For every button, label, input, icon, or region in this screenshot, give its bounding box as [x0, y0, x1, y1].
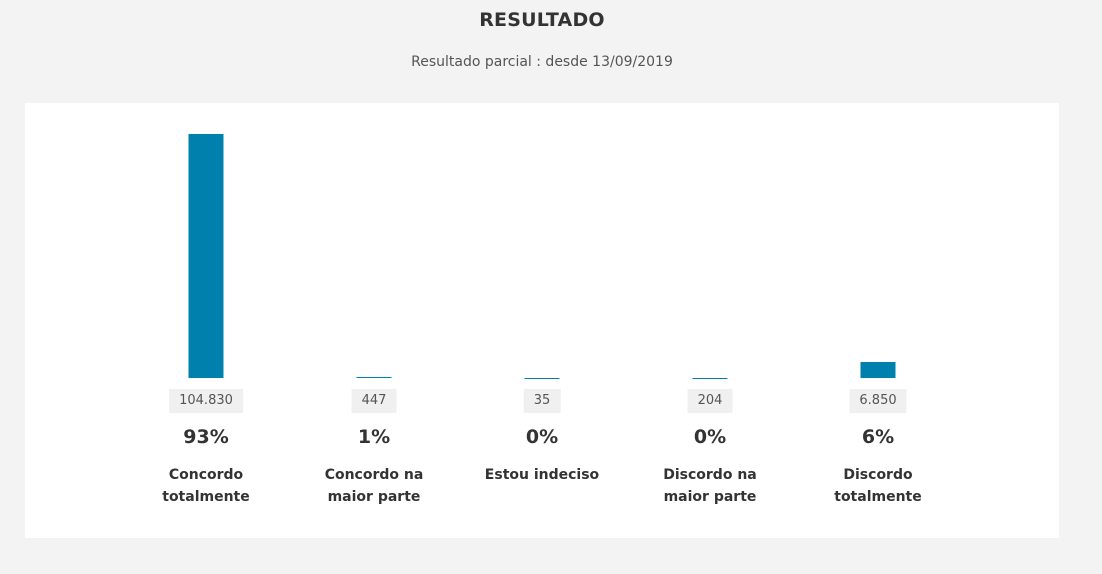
- bar-concordo-totalmente: [188, 134, 224, 378]
- bar-concordo-na-maior-parte: [356, 376, 392, 378]
- page-subtitle: Resultado parcial : desde 13/09/2019: [411, 54, 673, 70]
- page-title: RESULTADO: [479, 9, 605, 31]
- percent-estou-indeciso: 0%: [525, 426, 559, 448]
- percent-discordo-na-maior-parte: 0%: [693, 426, 727, 448]
- category-label-discordo-totalmente: Discordo totalmente: [834, 467, 922, 505]
- count-badge-discordo-na-maior-parte: 204: [687, 389, 733, 413]
- count-badge-concordo-na-maior-parte: 447: [351, 389, 397, 413]
- percent-discordo-totalmente: 6%: [861, 426, 895, 448]
- percent-concordo-totalmente: 93%: [183, 426, 229, 448]
- count-badge-estou-indeciso: 35: [523, 389, 561, 413]
- category-label-discordo-na-maior-parte: Discordo na maior parte: [663, 467, 757, 505]
- percent-concordo-na-maior-parte: 1%: [357, 426, 391, 448]
- chart-panel: 104.830 93% Concordo totalmente 447 1% C…: [25, 103, 1059, 538]
- category-label-concordo-totalmente: Concordo totalmente: [162, 467, 250, 505]
- chart-column-concordo-na-maior-parte: 447 1% Concordo na maior parte: [289, 103, 459, 538]
- bar-estou-indeciso: [524, 377, 560, 378]
- chart-column-estou-indeciso: 35 0% Estou indeciso: [457, 103, 627, 538]
- count-badge-discordo-totalmente: 6.850: [849, 389, 907, 413]
- bar-discordo-na-maior-parte: [692, 377, 728, 378]
- chart-column-discordo-na-maior-parte: 204 0% Discordo na maior parte: [625, 103, 795, 538]
- category-label-concordo-na-maior-parte: Concordo na maior parte: [324, 467, 424, 505]
- category-label-estou-indeciso: Estou indeciso: [484, 467, 600, 483]
- chart-column-concordo-totalmente: 104.830 93% Concordo totalmente: [121, 103, 291, 538]
- bar-discordo-totalmente: [860, 362, 896, 378]
- chart-column-discordo-totalmente: 6.850 6% Discordo totalmente: [793, 103, 963, 538]
- count-badge-concordo-totalmente: 104.830: [169, 389, 243, 413]
